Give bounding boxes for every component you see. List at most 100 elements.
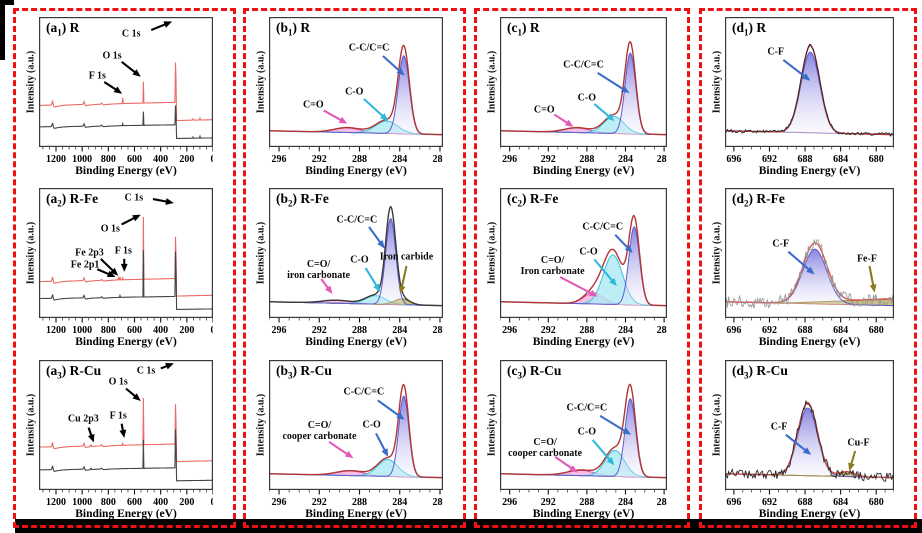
annotation-arrow-c-1s — [152, 198, 169, 204]
annotation-arrowhead-c-c-c-c — [377, 240, 385, 249]
x-tick-label: 692 — [762, 325, 777, 336]
annotation-arrowhead-c-c-c-c — [620, 85, 630, 94]
annotation-arrow-fe-2p1 — [96, 268, 111, 276]
annotation-arrowhead-f-1s — [113, 86, 123, 94]
x-tick-label: 296 — [502, 325, 517, 336]
annotation-arrowhead-c-f — [802, 446, 812, 455]
trace-survey-red — [39, 397, 213, 462]
y-axis-label: Intensity (a.u.) — [486, 50, 497, 114]
annotation-c-o: C-O — [350, 254, 369, 266]
fit-envelope — [500, 383, 667, 478]
panel-title-d1: (d1) R — [732, 20, 767, 38]
x-tick-label: 0 — [211, 497, 214, 508]
annotation-o-1s: O 1s — [102, 50, 122, 62]
spectrum-plot-b1: 296 292 288 284 280 — [269, 17, 443, 165]
annotation-fe-2p1: Fe 2p1 — [70, 259, 100, 271]
annotation-arrowhead-o-1s — [132, 214, 141, 222]
plot-frame — [725, 359, 894, 490]
annotation-c-o-cooper-carbonate: C=O/cooper carbonate — [508, 437, 583, 460]
panel-a3: Intensity (a.u.) 1200 1000 800 600 400 200 0 (a3… — [16, 354, 233, 525]
panel-title-a2: (a2) R-Fe — [46, 191, 99, 210]
annotation-arrowhead-cu-2p3 — [87, 433, 95, 443]
spectrum-plot-a1: 1200 1000 800 600 400 200 0 — [39, 17, 213, 165]
x-tick-label: 1000 — [72, 154, 92, 165]
x-tick-label: 800 — [101, 497, 116, 508]
x-axis-label: Binding Energy (eV) — [75, 165, 177, 177]
plot-frame — [500, 188, 667, 319]
panel-title-d2: (d2) R-Fe — [732, 191, 785, 210]
x-tick-label: 200 — [179, 325, 194, 336]
annotation-c-f: C-F — [770, 421, 788, 433]
annotation-arrow-cu-f — [849, 450, 857, 466]
annotation-arrowhead-c-o — [609, 278, 617, 287]
annotation-arrow-c-c-c-c — [382, 55, 401, 73]
annotation-arrow-o-1s — [121, 216, 136, 226]
annotation-o-1s: O 1s — [108, 376, 128, 388]
column-a: Intensity (a.u.) 1200 1000 800 600 400 200 0 (a1… — [13, 8, 236, 528]
x-tick-label: 296 — [502, 497, 517, 508]
annotation-arrowhead-fe-f — [869, 284, 877, 293]
x-tick-label: 696 — [726, 154, 741, 165]
x-tick-label: 200 — [179, 497, 194, 508]
annotation-arrowhead-c-c-c-c — [624, 245, 633, 254]
x-tick-label: 284 — [618, 497, 633, 508]
crop-bar-topleft-vertical — [0, 0, 5, 60]
trace-survey-black — [39, 250, 213, 311]
annotation-arrowhead-c-o-cooper-carbonate — [344, 450, 354, 458]
annotation-arrow-c-o — [593, 259, 614, 283]
annotation-arrow-c-c-c-c — [368, 226, 383, 245]
x-tick-label: 296 — [272, 154, 287, 165]
fit-envelope — [725, 45, 894, 136]
x-axis-label: Binding Energy (eV) — [75, 336, 177, 349]
plot-frame — [39, 188, 213, 319]
x-tick-label: 292 — [312, 154, 327, 165]
y-axis-label: Intensity (a.u.) — [711, 393, 722, 456]
annotation-arrowhead-c-1s — [165, 362, 174, 370]
annotation-c-o: C-O — [362, 419, 381, 431]
x-tick-label: 684 — [833, 154, 848, 165]
y-axis-label: Intensity (a.u.) — [486, 393, 497, 456]
annotation-arrow-f-1s — [103, 81, 118, 92]
x-tick-label: 288 — [579, 497, 594, 508]
annotation-arrow-c-o — [553, 113, 570, 125]
x-axis-label: Binding Energy (eV) — [305, 507, 407, 520]
annotation-arrowhead-c-1s — [163, 21, 173, 28]
annotation-c-o: C-O — [577, 92, 596, 104]
plot-overlay: (d1) R C-F — [725, 17, 894, 147]
spectrum-plot-d1: 696 692 688 684 680 — [725, 17, 894, 165]
x-tick-label: 292 — [541, 497, 556, 508]
y-axis-label: Intensity (a.u.) — [25, 50, 36, 114]
fit-envelope — [500, 40, 667, 136]
plot-frame — [39, 359, 213, 490]
x-tick-label: 284 — [392, 497, 407, 508]
annotation-arrowhead-c-o — [379, 113, 389, 121]
panel-d2: Intensity (a.u.) 696 692 688 684 680 (d2) R-Fe… — [702, 182, 914, 353]
annotation-arrowhead-c-c-c-c — [622, 427, 632, 435]
trace-survey-red — [39, 217, 213, 297]
x-tick-label: 1000 — [72, 325, 92, 336]
annotation-fe-2p3: Fe 2p3 — [75, 247, 104, 259]
x-axis-label: Binding Energy (eV) — [532, 336, 635, 349]
spectrum-plot-b3: 296 292 288 284 280 — [269, 359, 443, 508]
annotation-o-1s: O 1s — [100, 223, 120, 235]
annotation-arrowhead-c-c-c-c — [396, 67, 405, 76]
plot-frame — [725, 17, 894, 148]
annotation-arrowhead-c-o — [381, 447, 389, 457]
annotation-c-o-cooper-carbonate: C=O/cooper carbonate — [282, 419, 357, 442]
panel-title-c2: (c2) R-Fe — [507, 191, 559, 210]
x-tick-label: 400 — [153, 497, 168, 508]
x-axis-label: Binding Energy (eV) — [758, 336, 861, 349]
x-tick-label: 284 — [618, 325, 633, 336]
annotation-c-f: C-F — [772, 238, 790, 250]
x-axis-label: Binding Energy (eV) — [758, 165, 861, 177]
annotation-arrow-c-f — [787, 251, 811, 272]
fit-envelope — [269, 383, 443, 478]
x-tick-label: 280 — [432, 497, 443, 508]
annotation-arrow-c-c-c-c — [599, 414, 627, 433]
annotation-arrowhead-c-f — [806, 266, 815, 275]
panel-title-a3: (a3) R-Cu — [46, 362, 102, 381]
annotation-arrowhead-fe-2p3 — [110, 268, 119, 277]
plot-overlay: (a1) R C 1s O 1s F 1s — [39, 17, 213, 147]
annotation-arrowhead-o-1s — [132, 69, 141, 77]
x-tick-label: 292 — [541, 325, 556, 336]
